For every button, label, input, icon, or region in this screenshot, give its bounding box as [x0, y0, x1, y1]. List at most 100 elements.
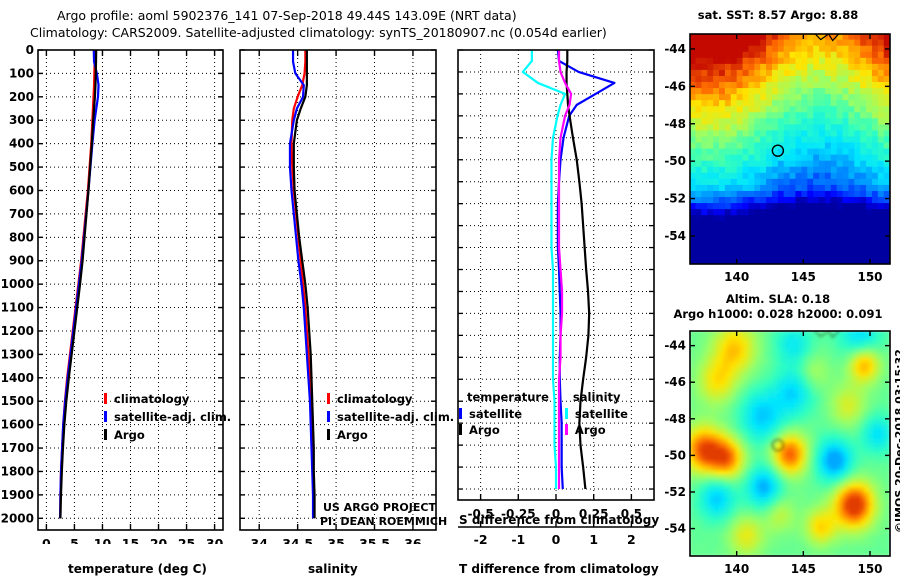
svg-text:1400: 1400	[1, 371, 34, 385]
legend-swatch-temp-argo	[459, 424, 462, 435]
legend-salinity: climatology satellite-adj. clim. Argo	[327, 392, 454, 442]
legend-item-satellite-adj-sal: satellite-adj. clim.	[327, 410, 454, 424]
svg-text:2000: 2000	[1, 511, 34, 525]
svg-text:-1: -1	[511, 532, 525, 544]
svg-text:150: 150	[857, 562, 882, 576]
legend-item-sal-argo: Argo	[564, 422, 628, 438]
svg-text:150: 150	[857, 270, 882, 284]
legend-swatch-argo-sal	[327, 429, 330, 440]
legend-label-climatology-sal: climatology	[337, 392, 413, 406]
svg-text:400: 400	[9, 137, 34, 151]
legend-header-temperature: temperature	[467, 390, 549, 404]
legend-label-sal-satellite: satellite	[574, 407, 628, 421]
svg-text:500: 500	[9, 160, 34, 174]
legend-label-satellite-adj: satellite-adj. clim.	[114, 410, 232, 424]
svg-text:100: 100	[9, 66, 34, 80]
svg-text:0: 0	[552, 532, 561, 544]
svg-text:1700: 1700	[1, 441, 34, 455]
svg-text:-52: -52	[664, 192, 686, 206]
svg-text:0.5: 0.5	[621, 507, 642, 521]
legend-label-satellite-adj-sal: satellite-adj. clim.	[337, 410, 455, 424]
svg-text:1000: 1000	[1, 277, 34, 291]
svg-text:15: 15	[122, 536, 139, 544]
panel-salinity: 34 34.5 35 35.5 36	[232, 44, 447, 544]
svg-text:35.5: 35.5	[359, 536, 390, 544]
svg-text:0: 0	[42, 536, 51, 544]
svg-text:36: 36	[404, 536, 422, 544]
legend-label-climatology: climatology	[114, 392, 190, 406]
svg-text:600: 600	[9, 183, 34, 197]
sla-map-header-line2: Argo h1000: 0.028 h2000: 0.091	[673, 307, 883, 321]
svg-text:30: 30	[206, 536, 224, 544]
legend-item-argo-sal: Argo	[327, 428, 454, 442]
svg-text:-0.25: -0.25	[501, 507, 536, 521]
legend-label-temp-argo: Argo	[469, 423, 500, 437]
credit-project: US ARGO PROJECT	[323, 501, 436, 514]
legend-item-climatology-sal: climatology	[327, 392, 454, 406]
legend-label-sal-argo: Argo	[574, 423, 606, 437]
svg-text:1: 1	[589, 532, 598, 544]
svg-text:900: 900	[9, 254, 34, 268]
svg-text:-44: -44	[664, 42, 686, 56]
legend-swatch-sal-satellite	[564, 408, 568, 419]
svg-text:-2: -2	[474, 532, 488, 544]
legend-item-climatology: climatology	[104, 392, 231, 406]
svg-text:20: 20	[150, 536, 168, 544]
legend-swatch-argo	[104, 429, 107, 440]
legend-item-sal-satellite: satellite	[564, 406, 628, 422]
svg-text:5: 5	[70, 536, 79, 544]
svg-text:-48: -48	[664, 412, 686, 426]
difference-top-axis-label: S difference from climatology	[459, 513, 660, 527]
svg-text:0: 0	[26, 44, 34, 57]
svg-text:-0.5: -0.5	[467, 507, 493, 521]
svg-text:1300: 1300	[1, 347, 34, 361]
svg-text:-46: -46	[664, 79, 686, 93]
svg-text:140: 140	[724, 270, 749, 284]
legend-item-temp-argo: Argo	[459, 422, 565, 438]
svg-text:-44: -44	[664, 339, 686, 353]
sla-map-header-line1: Altim. SLA: 0.18	[725, 292, 831, 306]
legend-temperature: climatology satellite-adj. clim. Argo	[104, 392, 231, 442]
legend-label-temp-satellite: satellite	[469, 407, 523, 421]
svg-text:1800: 1800	[1, 464, 34, 478]
svg-text:1500: 1500	[1, 394, 34, 408]
legend-item-temp-satellite: satellite	[459, 406, 565, 422]
svg-text:1200: 1200	[1, 324, 34, 338]
svg-text:800: 800	[9, 230, 34, 244]
credit-pi: PI: DEAN ROEMMICH	[320, 515, 448, 528]
svg-text:10: 10	[94, 536, 112, 544]
legend-swatch-climatology	[104, 393, 107, 404]
svg-text:300: 300	[9, 113, 34, 127]
legend-header-salinity: salinity	[572, 390, 621, 404]
svg-text:1100: 1100	[1, 301, 34, 315]
page-title-line2: Climatology: CARS2009. Satellite-adjuste…	[30, 25, 607, 40]
legend-swatch-satellite-adj-sal	[327, 411, 330, 422]
svg-text:35: 35	[327, 536, 344, 544]
svg-text:34: 34	[251, 536, 269, 544]
svg-text:700: 700	[9, 207, 34, 221]
svg-text:-48: -48	[664, 117, 686, 131]
salinity-axis-label: salinity	[308, 562, 358, 576]
legend-label-argo-sal: Argo	[337, 428, 368, 442]
temperature-axis-label: temperature (deg C)	[68, 562, 207, 576]
sst-map-header: sat. SST: 8.57 Argo: 8.88	[697, 8, 859, 22]
svg-text:-50: -50	[664, 154, 686, 168]
panel-temperature: 0 100 200 300 400 500 600 700 800 900 1000 1100 1200…	[0, 44, 230, 544]
svg-text:-54: -54	[664, 522, 686, 536]
map-sst: 140 145 150 -44 -46 -48 -50 -52 -54	[650, 28, 900, 288]
svg-text:-46: -46	[664, 375, 686, 389]
svg-text:34.5: 34.5	[282, 536, 313, 544]
map-sla: 140 145 150 -44 -46 -48 -50 -52 -54	[650, 325, 900, 580]
legend-swatch-satellite-adj	[104, 411, 107, 422]
svg-text:25: 25	[178, 536, 195, 544]
svg-text:2: 2	[627, 532, 636, 544]
svg-text:-52: -52	[664, 485, 686, 499]
legend-label-argo: Argo	[114, 428, 145, 442]
svg-text:1600: 1600	[1, 418, 34, 432]
svg-text:-54: -54	[664, 229, 686, 243]
legend-swatch-temp-satellite	[459, 408, 462, 419]
svg-text:145: 145	[791, 562, 816, 576]
legend-item-satellite-adj: satellite-adj. clim.	[104, 410, 231, 424]
legend-swatch-climatology-sal	[327, 393, 330, 404]
legend-swatch-sal-argo	[564, 424, 568, 435]
